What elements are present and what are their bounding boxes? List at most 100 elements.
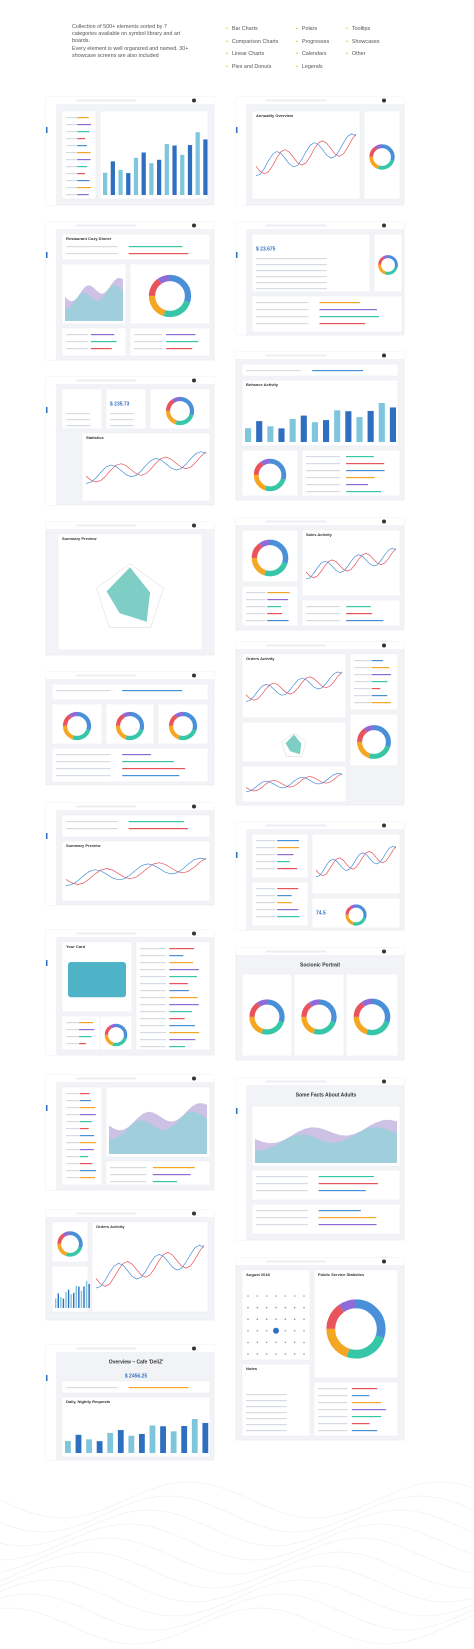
sidebar xyxy=(46,1352,56,1460)
panel xyxy=(105,388,147,430)
calendar-day xyxy=(303,1295,305,1297)
progress xyxy=(346,477,375,479)
donut-segment xyxy=(301,999,337,1035)
row-line xyxy=(140,1025,166,1027)
bar-shape xyxy=(245,428,252,442)
bar-shape xyxy=(356,417,363,442)
calendar-day xyxy=(265,1341,268,1344)
category: Polars xyxy=(296,26,329,32)
calendar-day xyxy=(293,1330,296,1332)
line-shape xyxy=(245,671,343,701)
row-line xyxy=(66,1135,80,1137)
radar-grid xyxy=(281,732,307,757)
row-line xyxy=(56,775,111,777)
progress xyxy=(371,674,391,676)
bar-shape xyxy=(300,415,307,442)
progress xyxy=(318,1217,377,1219)
bar-shape xyxy=(75,1285,77,1308)
progress xyxy=(169,1025,196,1027)
donut-segment xyxy=(378,255,398,275)
sidebar-active xyxy=(46,407,48,413)
row-line xyxy=(246,620,266,622)
row-line xyxy=(66,413,90,415)
line-shape xyxy=(315,846,397,877)
donut-segment xyxy=(115,711,145,741)
search-bar xyxy=(76,1077,136,1080)
row-line xyxy=(140,1018,166,1020)
background-wave xyxy=(0,1593,474,1631)
progress xyxy=(318,1176,375,1178)
progress xyxy=(77,124,92,126)
progress xyxy=(277,895,292,897)
sidebar-active xyxy=(46,252,48,258)
donut-segment xyxy=(378,255,398,275)
progress xyxy=(267,599,289,601)
row-line xyxy=(66,1100,80,1102)
calendar-day xyxy=(303,1341,305,1344)
donut-segment xyxy=(148,274,192,318)
progress xyxy=(351,1430,378,1432)
row-line xyxy=(256,1210,308,1212)
panel-title: Summary Preview xyxy=(62,536,97,541)
radar-grid xyxy=(96,563,164,628)
donut-segment xyxy=(168,711,198,741)
calendar-day xyxy=(265,1330,268,1332)
calendar-day xyxy=(303,1330,305,1332)
row-line xyxy=(246,1406,287,1408)
progress xyxy=(90,334,115,336)
search-bar xyxy=(266,520,326,523)
progress xyxy=(122,775,180,777)
bar-shape xyxy=(378,402,385,442)
calendar-day xyxy=(256,1306,259,1309)
progress xyxy=(77,145,87,147)
panel xyxy=(129,263,211,325)
calendar-day xyxy=(265,1306,268,1309)
progress xyxy=(169,1032,200,1034)
progress xyxy=(166,348,193,350)
row-line xyxy=(66,138,78,140)
sidebar xyxy=(46,1082,56,1190)
progress xyxy=(371,681,388,683)
row-line xyxy=(66,1121,80,1123)
progress xyxy=(346,620,384,622)
row-line xyxy=(56,754,111,756)
bar-shape xyxy=(75,1434,82,1453)
row-line xyxy=(256,847,276,849)
row-line xyxy=(66,1142,80,1144)
row-line xyxy=(318,1402,348,1404)
calendar-day xyxy=(256,1341,259,1344)
calendar-day xyxy=(293,1306,296,1309)
sidebar-active xyxy=(46,833,48,839)
bar-shape xyxy=(128,1435,135,1453)
category: Calendars xyxy=(296,51,329,57)
panel-title: Some Facts About Adults xyxy=(296,1092,357,1098)
progress xyxy=(77,173,86,175)
sidebar xyxy=(236,229,246,335)
sidebar-active xyxy=(46,1375,48,1381)
bar-shape xyxy=(73,1292,75,1308)
bar-shape xyxy=(62,1298,65,1308)
bar-shape xyxy=(170,1431,177,1453)
progress xyxy=(351,1395,370,1397)
calendar-day xyxy=(284,1318,287,1320)
progress xyxy=(90,348,112,350)
row-line xyxy=(354,702,371,704)
line-shape xyxy=(95,1245,205,1287)
progress xyxy=(122,754,151,756)
row-line xyxy=(66,180,78,182)
row-line xyxy=(66,341,89,343)
search-bar xyxy=(76,805,136,808)
panel xyxy=(61,110,97,200)
panel xyxy=(241,379,399,447)
progress xyxy=(166,334,196,336)
donut-segment xyxy=(104,1023,128,1047)
panel xyxy=(251,295,403,333)
donut-segment xyxy=(165,396,195,426)
panel-title: Sales Activity xyxy=(306,532,333,537)
row-line xyxy=(140,1011,166,1013)
donut-segment xyxy=(301,999,337,1035)
intro-text: Every element is well organized and name… xyxy=(72,46,189,59)
panel xyxy=(251,881,309,927)
line-shape xyxy=(305,548,397,579)
row-line xyxy=(306,491,341,493)
